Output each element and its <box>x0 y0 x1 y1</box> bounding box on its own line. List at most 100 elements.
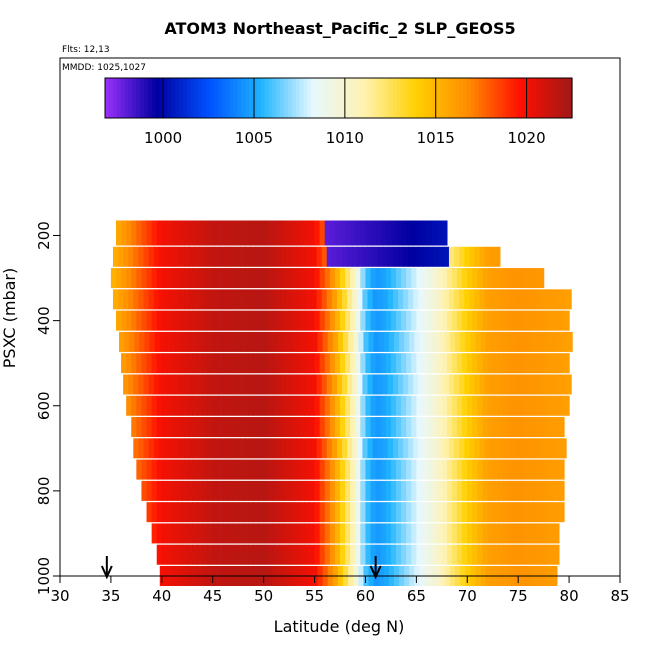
heatmap-cell <box>406 502 412 523</box>
heatmap-cell <box>385 502 392 523</box>
heatmap-cell <box>270 289 277 310</box>
heatmap-cell <box>336 246 343 267</box>
heatmap-cell <box>523 353 529 374</box>
heatmap-cell <box>202 417 209 438</box>
heatmap-cell <box>567 331 573 352</box>
heatmap-cell <box>270 374 277 395</box>
heatmap-cell <box>134 331 141 352</box>
heatmap-cell <box>334 395 341 416</box>
heatmap-cell <box>350 544 356 565</box>
heatmap-cell <box>518 395 524 416</box>
heatmap-cell <box>238 502 244 523</box>
heatmap-cell <box>446 502 453 523</box>
heatmap-cell <box>174 289 180 310</box>
heatmap-cell <box>518 310 524 331</box>
heatmap-cell <box>136 395 143 416</box>
colorbar-segment <box>108 78 114 118</box>
heatmap-cell <box>334 417 341 438</box>
colorbar-segment <box>155 78 161 118</box>
heatmap-cell <box>326 438 333 459</box>
heatmap-cell <box>240 289 246 310</box>
heatmap-cell <box>441 268 448 289</box>
heatmap-cell <box>202 395 209 416</box>
heatmap-cell <box>409 331 415 352</box>
heatmap-cell <box>180 331 186 352</box>
heatmap-cell <box>543 502 550 523</box>
heatmap-cell <box>528 523 535 544</box>
heatmap-cell <box>138 374 145 395</box>
colorbar-segment <box>175 78 180 118</box>
heatmap-cell <box>316 246 323 267</box>
heatmap-cell <box>375 502 382 523</box>
heatmap-cell <box>284 417 290 438</box>
heatmap-cell <box>141 353 148 374</box>
heatmap-cell <box>362 374 369 395</box>
heatmap-cell <box>423 246 430 267</box>
heatmap-cell <box>513 544 519 565</box>
heatmap-cell <box>215 331 222 352</box>
heatmap-cell <box>406 268 412 289</box>
heatmap-cell <box>423 289 430 310</box>
heatmap-cell <box>289 459 295 480</box>
heatmap-cell <box>521 331 527 352</box>
heatmap-cell <box>418 438 425 459</box>
heatmap-cell <box>431 268 438 289</box>
heatmap-cell <box>508 523 514 544</box>
colorbar-segment <box>322 78 328 118</box>
x-tick-label: 80 <box>560 587 579 605</box>
heatmap-cell <box>240 438 246 459</box>
heatmap-cell <box>131 417 137 438</box>
heatmap-cell <box>452 480 458 501</box>
heatmap-cell <box>248 417 255 438</box>
heatmap-cell <box>311 438 318 459</box>
heatmap-cell <box>426 417 433 438</box>
heatmap-cell <box>477 395 484 416</box>
heatmap-cell <box>284 523 290 544</box>
heatmap-cell <box>431 544 438 565</box>
heatmap-cell <box>446 310 453 331</box>
colorbar-segment <box>303 78 308 118</box>
heatmap-cell <box>431 353 438 374</box>
heatmap-cell <box>413 438 419 459</box>
heatmap-cell <box>393 331 400 352</box>
heatmap-cell <box>352 246 358 267</box>
heatmap-cell <box>525 438 531 459</box>
heatmap-cell <box>289 310 295 331</box>
heatmap-cell <box>362 289 369 310</box>
heatmap-cell <box>396 480 402 501</box>
heatmap-cell <box>550 289 557 310</box>
heatmap-cell <box>355 353 361 374</box>
heatmap-cell <box>411 268 417 289</box>
heatmap-cell <box>284 480 290 501</box>
heatmap-cell <box>508 395 514 416</box>
heatmap-cell <box>319 268 326 289</box>
heatmap-cell <box>177 353 183 374</box>
heatmap-cell <box>523 480 529 501</box>
heatmap-cell <box>392 374 399 395</box>
heatmap-cell <box>390 417 397 438</box>
heatmap-cell <box>278 502 285 523</box>
heatmap-cell <box>204 289 211 310</box>
heatmap-cell <box>433 289 440 310</box>
heatmap-cell <box>426 459 433 480</box>
heatmap-cell <box>508 268 514 289</box>
heatmap-cell <box>275 374 282 395</box>
heatmap-cell <box>228 220 234 246</box>
heatmap-cell <box>314 523 321 544</box>
heatmap-cell <box>528 310 535 331</box>
colorbar-tick-label: 1015 <box>417 129 455 147</box>
heatmap-cell <box>158 374 165 395</box>
heatmap-cell <box>375 395 382 416</box>
heatmap-cell <box>508 417 514 438</box>
heatmap-cell <box>387 374 394 395</box>
heatmap-cell <box>291 374 297 395</box>
heatmap-cell <box>187 220 193 246</box>
heatmap-cell <box>319 480 326 501</box>
heatmap-cell <box>511 331 517 352</box>
heatmap-cell <box>411 220 417 246</box>
heatmap-cell <box>459 289 465 310</box>
heatmap-cell <box>436 523 443 544</box>
heatmap-cell <box>545 289 552 310</box>
heatmap-cell <box>294 459 300 480</box>
heatmap-cell <box>382 374 389 395</box>
